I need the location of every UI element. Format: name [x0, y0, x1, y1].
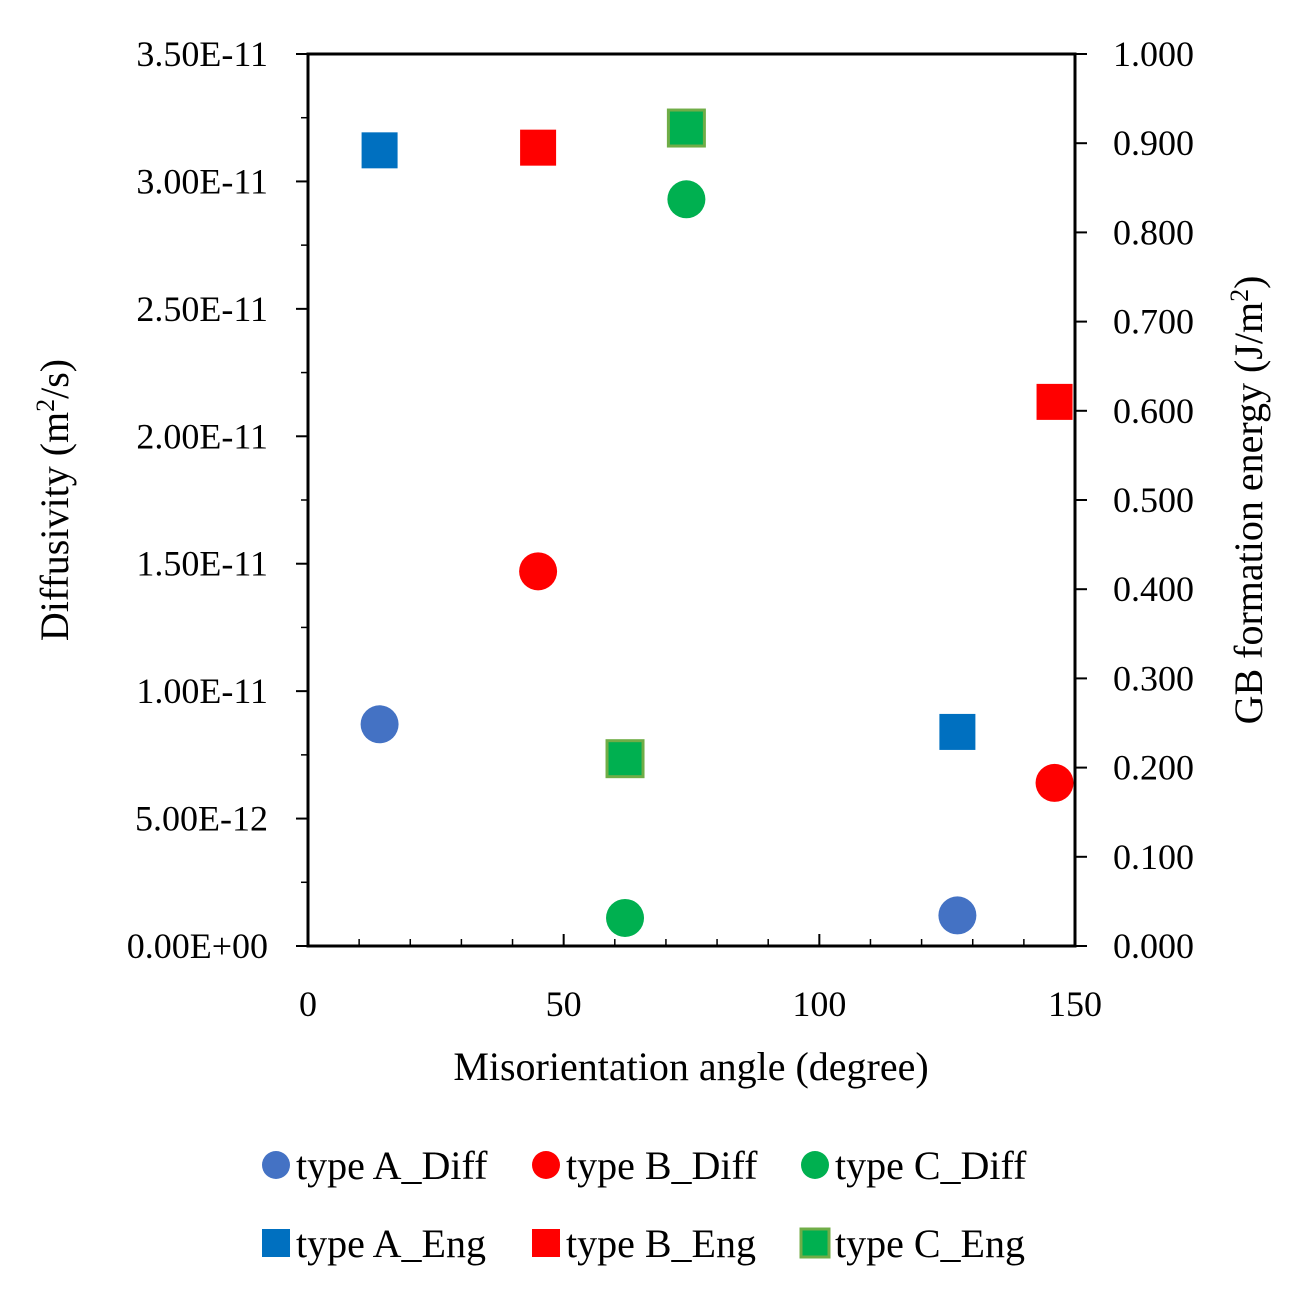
x-tick-label: 100: [792, 984, 846, 1024]
x-axis-title: Misorientation angle (degree): [453, 1044, 928, 1089]
legend-marker-type-c-diff: [801, 1151, 829, 1179]
point-type-c-eng: [666, 108, 706, 148]
point-type-a-eng: [939, 713, 976, 750]
legend-label-type-c-eng: type C_Eng: [835, 1221, 1025, 1266]
legend-label-type-a-diff: type A_Diff: [296, 1143, 488, 1188]
legend-marker-type-c-eng: [799, 1227, 831, 1259]
y2-axis-title: GB formation energy (J/m2): [1225, 276, 1272, 725]
point-type-b-eng: [1036, 383, 1073, 420]
y-axis-title-end: /s): [32, 359, 77, 399]
legend-marker-type-b-diff: [532, 1151, 560, 1179]
y2-tick-label: 0.500: [1113, 480, 1194, 520]
y-tick-label: 3.50E-11: [136, 34, 268, 74]
axes-layer: 0 50 100 150 0.00E+00 5.00E-12 1.00E-11 1.50E-1…: [127, 34, 1194, 1024]
marks-layer: [360, 108, 1074, 937]
point-type-a-diff: [360, 705, 399, 744]
legend-label-type-c-diff: type C_Diff: [835, 1143, 1027, 1188]
y2-tick-label: 0.900: [1113, 123, 1194, 163]
y-tick-label: 2.00E-11: [136, 416, 268, 456]
y-tick-label: 2.50E-11: [136, 289, 268, 329]
point-type-a-eng: [361, 132, 398, 169]
y-axis-title-main: Diffusivity (m: [32, 412, 77, 641]
y2-tick-label: 0.600: [1113, 391, 1194, 431]
point-type-b-diff: [1035, 763, 1074, 802]
x-tick-label: 150: [1048, 984, 1102, 1024]
y2-axis-title-sup: 2: [1225, 289, 1254, 302]
legend-label-type-b-eng: type B_Eng: [566, 1221, 756, 1266]
y2-tick-label: 1.000: [1113, 34, 1194, 74]
y2-tick-label: 0.300: [1113, 658, 1194, 698]
y2-tick-label: 0.000: [1113, 926, 1194, 966]
y2-tick-label: 0.100: [1113, 837, 1194, 877]
y2-axis-title-end: ): [1226, 276, 1271, 289]
y2-tick-label: 0.800: [1113, 212, 1194, 252]
x-tick-label: 0: [299, 984, 317, 1024]
legend-label-type-b-diff: type B_Diff: [566, 1143, 758, 1188]
point-type-c-diff: [606, 898, 645, 937]
y-axis-title-sup: 2: [31, 399, 60, 412]
y2-tick-label: 0.200: [1113, 748, 1194, 788]
plot-frame: [306, 52, 1077, 948]
legend-marker-type-a-eng: [262, 1229, 290, 1257]
point-type-b-eng: [520, 129, 557, 166]
point-type-b-diff: [519, 552, 558, 591]
y2-axis-title-main: GB formation energy (J/m: [1226, 302, 1271, 725]
y2-tick-label: 0.700: [1113, 302, 1194, 342]
y-tick-label: 3.00E-11: [136, 161, 268, 201]
legend-marker-type-a-diff: [262, 1151, 290, 1179]
y-tick-label: 1.00E-11: [136, 671, 268, 711]
point-type-c-eng: [605, 739, 645, 779]
point-type-a-diff: [938, 896, 977, 935]
x-tick-label: 50: [546, 984, 582, 1024]
y2-tick-label: 0.400: [1113, 569, 1194, 609]
legend-marker-type-b-eng: [532, 1229, 560, 1257]
y-tick-label: 0.00E+00: [127, 926, 268, 966]
legend-label-type-a-eng: type A_Eng: [296, 1221, 486, 1266]
point-type-c-diff: [667, 180, 706, 219]
y-axis-title: Diffusivity (m2/s): [31, 359, 78, 641]
y-tick-label: 1.50E-11: [136, 544, 268, 584]
y-tick-label: 5.00E-12: [135, 799, 268, 839]
